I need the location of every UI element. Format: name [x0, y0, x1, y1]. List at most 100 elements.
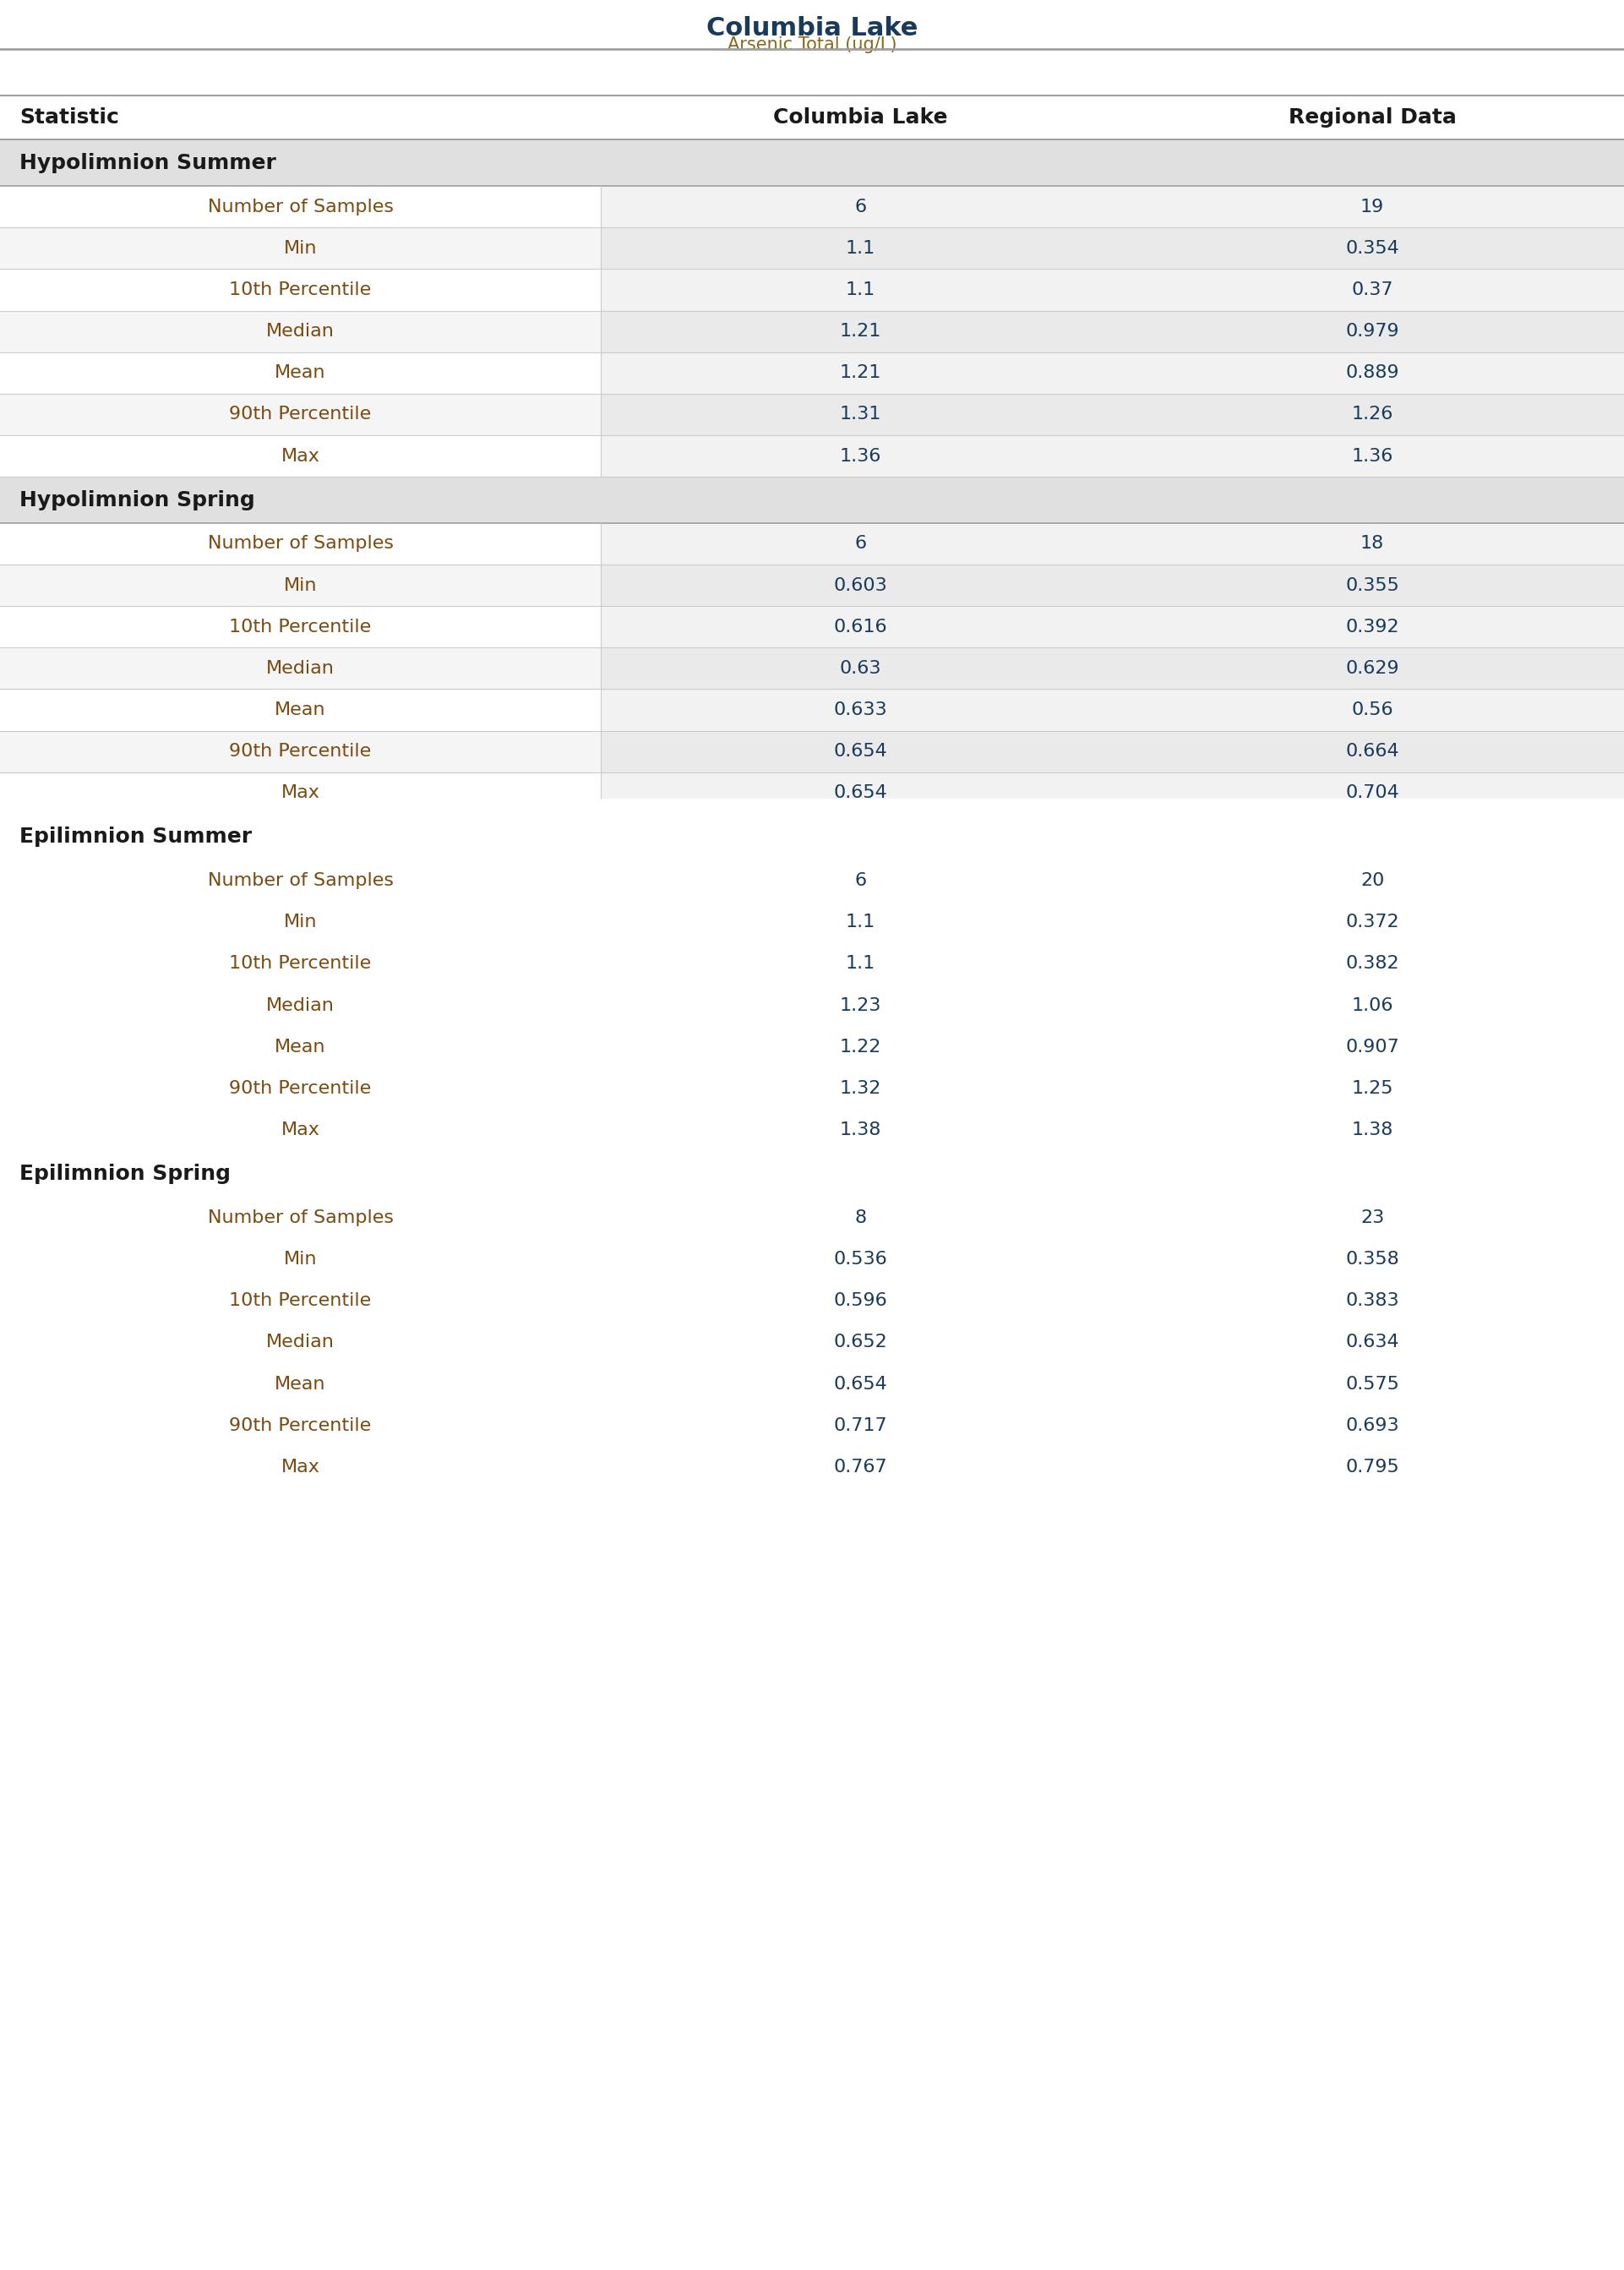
Text: Mean: Mean — [274, 1037, 326, 1056]
Bar — [601, 227, 1624, 270]
Text: Max: Max — [281, 447, 320, 465]
Text: 0.979: 0.979 — [1345, 322, 1400, 340]
Text: 0.603: 0.603 — [833, 577, 888, 595]
Bar — [601, 186, 1624, 227]
Text: 0.717: 0.717 — [833, 1416, 888, 1435]
Bar — [601, 522, 1624, 565]
Bar — [0, 1067, 601, 1110]
Bar — [0, 1321, 601, 1364]
Text: 1.1: 1.1 — [846, 281, 875, 297]
Text: 10th Percentile: 10th Percentile — [229, 1292, 372, 1310]
Bar — [0, 813, 1624, 860]
Bar — [0, 901, 601, 942]
Bar — [0, 1110, 601, 1151]
Text: Min: Min — [284, 1251, 317, 1267]
Text: 90th Percentile: 90th Percentile — [229, 406, 372, 422]
Text: Epilimnion Spring: Epilimnion Spring — [19, 1165, 231, 1185]
Text: 0.575: 0.575 — [1345, 1376, 1400, 1392]
Bar — [601, 985, 1624, 1026]
Text: Median: Median — [266, 322, 335, 340]
Text: Statistic: Statistic — [19, 107, 119, 127]
Text: 8: 8 — [854, 1210, 867, 1226]
Text: 10th Percentile: 10th Percentile — [229, 956, 372, 972]
Bar — [0, 141, 1624, 186]
Text: 1.1: 1.1 — [846, 956, 875, 972]
Bar — [601, 565, 1624, 606]
Bar — [601, 1026, 1624, 1067]
Text: 1.31: 1.31 — [840, 406, 882, 422]
Bar — [601, 1110, 1624, 1151]
Bar — [601, 393, 1624, 436]
Bar — [601, 647, 1624, 690]
Bar — [0, 311, 601, 352]
Bar — [0, 522, 601, 565]
Text: 0.889: 0.889 — [1345, 365, 1400, 381]
Text: 20: 20 — [1361, 872, 1384, 890]
Text: 1.1: 1.1 — [846, 915, 875, 931]
Text: Number of Samples: Number of Samples — [208, 536, 393, 552]
Bar — [601, 772, 1624, 813]
Text: Max: Max — [281, 1460, 320, 1476]
Bar — [0, 606, 601, 647]
Text: 23: 23 — [1361, 1210, 1384, 1226]
Text: 0.654: 0.654 — [833, 785, 888, 801]
Text: 1.06: 1.06 — [1351, 997, 1393, 1015]
Text: 0.795: 0.795 — [1345, 1460, 1400, 1476]
Text: 1.36: 1.36 — [1351, 447, 1393, 465]
Text: 10th Percentile: 10th Percentile — [229, 281, 372, 297]
Bar — [0, 0, 1624, 95]
Text: 1.38: 1.38 — [1351, 1121, 1393, 1140]
Text: 6: 6 — [854, 197, 867, 216]
Text: Mean: Mean — [274, 365, 326, 381]
Text: 0.616: 0.616 — [833, 617, 888, 636]
Bar — [601, 606, 1624, 647]
Bar — [0, 942, 601, 985]
Bar — [601, 731, 1624, 772]
Text: Min: Min — [284, 577, 317, 595]
Text: 1.36: 1.36 — [840, 447, 882, 465]
Bar — [0, 477, 1624, 522]
Text: 1.21: 1.21 — [840, 365, 882, 381]
Text: 0.383: 0.383 — [1345, 1292, 1400, 1310]
Bar — [0, 1026, 601, 1067]
Bar — [601, 690, 1624, 731]
Text: Regional Data: Regional Data — [1288, 107, 1457, 127]
Bar — [0, 772, 601, 813]
Text: 0.634: 0.634 — [1345, 1335, 1400, 1351]
Text: 0.654: 0.654 — [833, 1376, 888, 1392]
Bar — [0, 352, 601, 393]
Bar — [601, 1446, 1624, 1487]
Bar — [601, 1405, 1624, 1446]
Text: Columbia Lake: Columbia Lake — [706, 16, 918, 41]
Bar — [601, 311, 1624, 352]
Bar — [0, 1151, 1624, 1196]
Bar — [0, 1280, 601, 1321]
Text: Arsenic Total (ug/L): Arsenic Total (ug/L) — [728, 36, 896, 52]
Text: 0.907: 0.907 — [1345, 1037, 1400, 1056]
Text: 0.56: 0.56 — [1351, 701, 1393, 717]
Text: Hypolimnion Summer: Hypolimnion Summer — [19, 152, 276, 173]
Bar — [0, 186, 601, 227]
Bar — [601, 1280, 1624, 1321]
Text: 0.596: 0.596 — [833, 1292, 888, 1310]
Bar — [601, 901, 1624, 942]
Text: 10th Percentile: 10th Percentile — [229, 617, 372, 636]
Text: Number of Samples: Number of Samples — [208, 1210, 393, 1226]
Text: 90th Percentile: 90th Percentile — [229, 742, 372, 760]
Bar — [0, 393, 601, 436]
Bar — [0, 985, 601, 1026]
Text: Max: Max — [281, 1121, 320, 1140]
Bar — [601, 1067, 1624, 1110]
Text: Median: Median — [266, 1335, 335, 1351]
Text: 0.392: 0.392 — [1345, 617, 1400, 636]
Text: Mean: Mean — [274, 1376, 326, 1392]
Bar — [0, 1364, 601, 1405]
Text: 19: 19 — [1361, 197, 1384, 216]
Text: 0.372: 0.372 — [1345, 915, 1400, 931]
Bar — [0, 436, 601, 477]
Text: 90th Percentile: 90th Percentile — [229, 1081, 372, 1096]
Text: Median: Median — [266, 661, 335, 676]
Bar — [0, 227, 601, 270]
Text: Columbia Lake: Columbia Lake — [773, 107, 948, 127]
Text: 6: 6 — [854, 872, 867, 890]
